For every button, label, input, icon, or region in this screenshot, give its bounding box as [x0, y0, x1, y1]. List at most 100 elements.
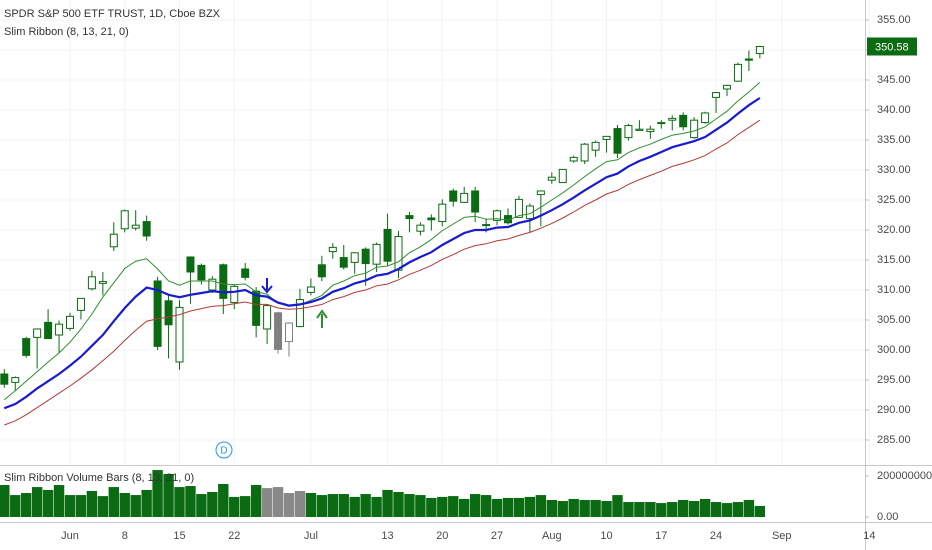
volume-bar [349, 496, 360, 517]
candle-body [164, 300, 173, 326]
candle-body [580, 143, 589, 162]
sell-arrow [261, 278, 273, 294]
candle-body [679, 114, 688, 128]
chart-title: SPDR S&P 500 ETF TRUST, 1D, Cboe BZX [4, 8, 221, 20]
buy-arrow [316, 309, 328, 328]
candle-body [295, 299, 304, 328]
candle-body [22, 338, 31, 356]
volume-bar [754, 505, 766, 517]
volume-bar [152, 470, 163, 517]
candle-body [0, 373, 9, 385]
candle-body [405, 215, 414, 220]
x-tick-label: Aug [542, 530, 562, 542]
volume-bar [250, 485, 262, 517]
candle-body [219, 264, 228, 299]
candle-body [712, 92, 721, 98]
volume-bar [218, 483, 229, 517]
volume-bar [459, 498, 470, 517]
candle-body [624, 125, 633, 139]
volume-bar [743, 499, 755, 517]
volume-bar [656, 503, 667, 517]
candle-body [449, 190, 458, 202]
candle-body [197, 264, 206, 281]
dividend-marker[interactable]: D [220, 446, 227, 457]
candle-body [131, 224, 140, 229]
candle-body [44, 321, 53, 340]
candle-body [186, 256, 195, 273]
volume-bar [732, 502, 744, 517]
candle-body [536, 190, 545, 196]
dividend-circle[interactable] [215, 441, 233, 459]
volume-bar [491, 498, 503, 517]
candle-body [11, 377, 20, 383]
volume-bar [305, 493, 317, 517]
candle-body [569, 156, 578, 162]
volume-bar [371, 496, 382, 517]
x-tick-label: 20 [436, 530, 448, 542]
volume-bar [21, 493, 32, 517]
volume-bar [480, 495, 492, 517]
y-tick-label: 295.00 [877, 374, 911, 386]
volume-bar [688, 501, 700, 517]
volume-bar [710, 502, 722, 517]
indicator-label: Slim Ribbon (8, 13, 21, 0) [4, 26, 129, 38]
x-tick-label: 8 [122, 530, 128, 542]
candle-body [33, 328, 42, 338]
candle-body [591, 141, 600, 151]
candle-body [361, 248, 370, 265]
x-tick-label: Jul [304, 530, 318, 542]
candle-body [514, 198, 523, 218]
candle-body [690, 119, 699, 139]
candle-body [547, 176, 556, 181]
volume-bar [382, 489, 393, 517]
candle-body [438, 203, 447, 223]
candle-body [558, 168, 567, 184]
y-tick-label: 310.00 [877, 284, 911, 296]
candle-body [252, 290, 261, 326]
volume-bar [338, 494, 349, 517]
x-tick-label: 22 [228, 530, 240, 542]
candle-body [602, 135, 611, 140]
candle-body [87, 276, 96, 290]
x-tick-label: 13 [381, 530, 393, 542]
candle-body [274, 312, 283, 350]
candle-body [416, 224, 425, 232]
volume-bar [634, 502, 645, 517]
candle-body [175, 306, 184, 363]
volume-bar [721, 503, 733, 517]
volume-bar [86, 490, 98, 517]
volume-bar [393, 491, 404, 517]
candle-body [66, 315, 74, 329]
x-tick-label: Jun [61, 530, 79, 542]
volume-bar [0, 485, 10, 517]
candle-body [142, 221, 151, 237]
candle-body [525, 205, 534, 220]
volume-bar [64, 495, 76, 517]
volume-bar [524, 496, 536, 517]
volume-bar [240, 496, 251, 517]
volume-bar [119, 493, 130, 517]
volume-bar [502, 497, 514, 517]
volume-bar [437, 496, 448, 517]
volume-bar [229, 496, 240, 517]
y-tick-label: 330.00 [877, 164, 911, 176]
volume-bar [601, 501, 612, 517]
volume-bar [469, 494, 481, 517]
x-tick-label: 27 [491, 530, 503, 542]
candle-body [383, 228, 392, 262]
candle-body [55, 323, 64, 336]
candle-body [427, 217, 436, 221]
volume-bar [294, 490, 306, 517]
volume-bar [316, 495, 328, 517]
volume-bar [557, 501, 568, 517]
volume-bar [360, 494, 371, 517]
volume-bar [97, 496, 109, 517]
volume-bar [426, 497, 437, 517]
last-price-box [867, 37, 917, 56]
volume-bar [568, 498, 579, 517]
x-tick-label: 14 [863, 530, 875, 542]
candle-body [471, 190, 480, 213]
candle-body [460, 192, 469, 203]
volume-bar [272, 487, 284, 517]
